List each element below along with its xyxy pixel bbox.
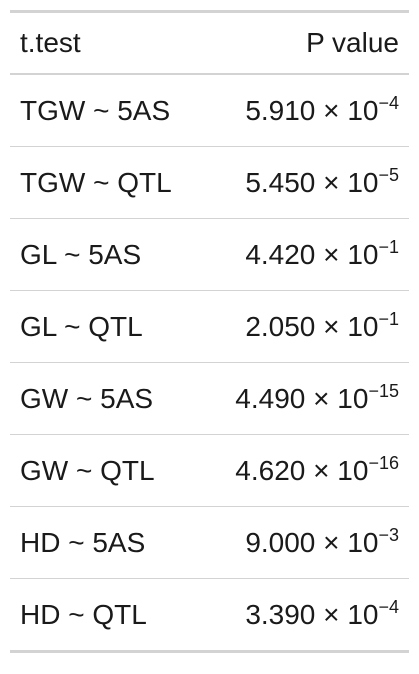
cell-test: GW ~ QTL	[10, 434, 203, 507]
table-body: TGW ~ 5AS 5.910 × 10−4 TGW ~ QTL 5.450 × 10…	[10, 74, 409, 652]
p-mantissa: 9.000	[245, 526, 316, 558]
p-times: ×	[323, 526, 340, 558]
p-times: ×	[323, 310, 340, 342]
cell-p-value: 4.420 × 10−1	[202, 218, 409, 291]
cell-p-value: 9.000 × 10−3	[202, 506, 409, 579]
table-row: HD ~ QTL 3.390 × 10−4	[10, 579, 409, 652]
table-row: GL ~ QTL 2.050 × 10−1	[10, 290, 409, 363]
header-p-value: P value	[202, 11, 409, 75]
table-row: TGW ~ 5AS 5.910 × 10−4	[10, 74, 409, 147]
p-exponent: −1	[378, 308, 399, 329]
results-table: t.test P value TGW ~ 5AS 5.910 × 10−4 TGW …	[10, 10, 409, 653]
p-exponent: −1	[378, 236, 399, 257]
p-mantissa: 5.450	[245, 166, 316, 198]
cell-p-value: 2.050 × 10−1	[202, 290, 409, 363]
header-test: t.test	[10, 11, 203, 75]
results-table-container: t.test P value TGW ~ 5AS 5.910 × 10−4 TGW …	[10, 10, 409, 653]
p-times: ×	[313, 454, 330, 486]
cell-test: HD ~ 5AS	[10, 506, 203, 579]
cell-test: GL ~ 5AS	[10, 218, 203, 291]
p-times: ×	[323, 238, 340, 270]
cell-test: GW ~ 5AS	[10, 362, 203, 435]
cell-p-value: 4.620 × 10−16	[202, 434, 409, 507]
p-base: 10	[347, 310, 379, 342]
p-mantissa: 3.390	[245, 598, 316, 630]
p-mantissa: 4.620	[235, 454, 306, 486]
p-exponent: −15	[368, 380, 399, 401]
p-exponent: −4	[378, 596, 399, 617]
header-row: t.test P value	[10, 11, 409, 75]
p-exponent: −4	[378, 92, 399, 113]
p-times: ×	[323, 166, 340, 198]
p-exponent: −3	[378, 524, 399, 545]
p-base: 10	[347, 598, 379, 630]
p-base: 10	[347, 238, 379, 270]
cell-p-value: 5.910 × 10−4	[202, 74, 409, 147]
p-base: 10	[347, 166, 379, 198]
p-times: ×	[323, 94, 340, 126]
p-base: 10	[337, 454, 369, 486]
cell-test: HD ~ QTL	[20, 598, 147, 630]
cell-p-value: 3.390 × 10−4	[203, 579, 409, 652]
p-mantissa: 4.420	[245, 238, 316, 270]
p-base: 10	[347, 94, 379, 126]
p-mantissa: 5.910	[245, 94, 316, 126]
table-header: t.test P value	[10, 11, 409, 75]
table-row: HD ~ 5AS 9.000 × 10−3	[10, 506, 409, 579]
p-mantissa: 4.490	[235, 382, 306, 414]
p-exponent: −16	[368, 452, 399, 473]
table-row: GW ~ QTL 4.620 × 10−16	[10, 434, 409, 507]
cell-p-value: 4.490 × 10−15	[202, 362, 409, 435]
table-row: TGW ~ QTL 5.450 × 10−5	[10, 146, 409, 219]
cell-test: TGW ~ 5AS	[10, 74, 203, 147]
p-exponent: −5	[378, 164, 399, 185]
p-base: 10	[337, 382, 369, 414]
table-row: GL ~ 5AS 4.420 × 10−1	[10, 218, 409, 291]
cell-p-value: 5.450 × 10−5	[202, 146, 409, 219]
p-times: ×	[323, 598, 340, 630]
table-row: GW ~ 5AS 4.490 × 10−15	[10, 362, 409, 435]
p-mantissa: 2.050	[245, 310, 316, 342]
cell-test: TGW ~ QTL	[10, 146, 203, 219]
p-base: 10	[347, 526, 379, 558]
cell-test: GL ~ QTL	[10, 290, 203, 363]
p-times: ×	[313, 382, 330, 414]
